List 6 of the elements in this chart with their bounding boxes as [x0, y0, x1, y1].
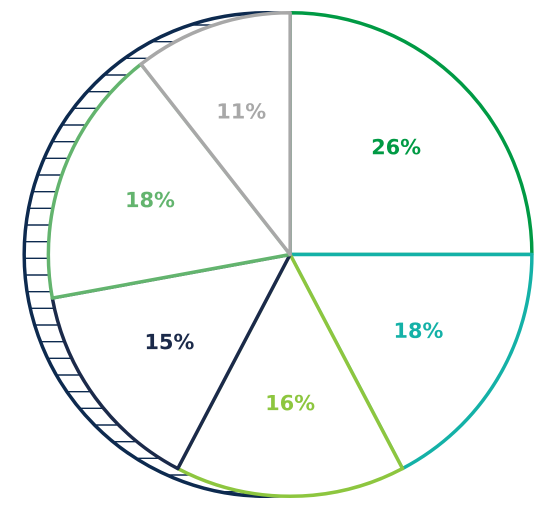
data-label: 18% [396, 322, 443, 338]
data-label: 26% [372, 138, 420, 155]
data-label: 15% [146, 334, 194, 350]
data-label: 16% [268, 394, 314, 410]
data-label: 18% [127, 192, 174, 208]
data-label: 11% [218, 103, 266, 119]
